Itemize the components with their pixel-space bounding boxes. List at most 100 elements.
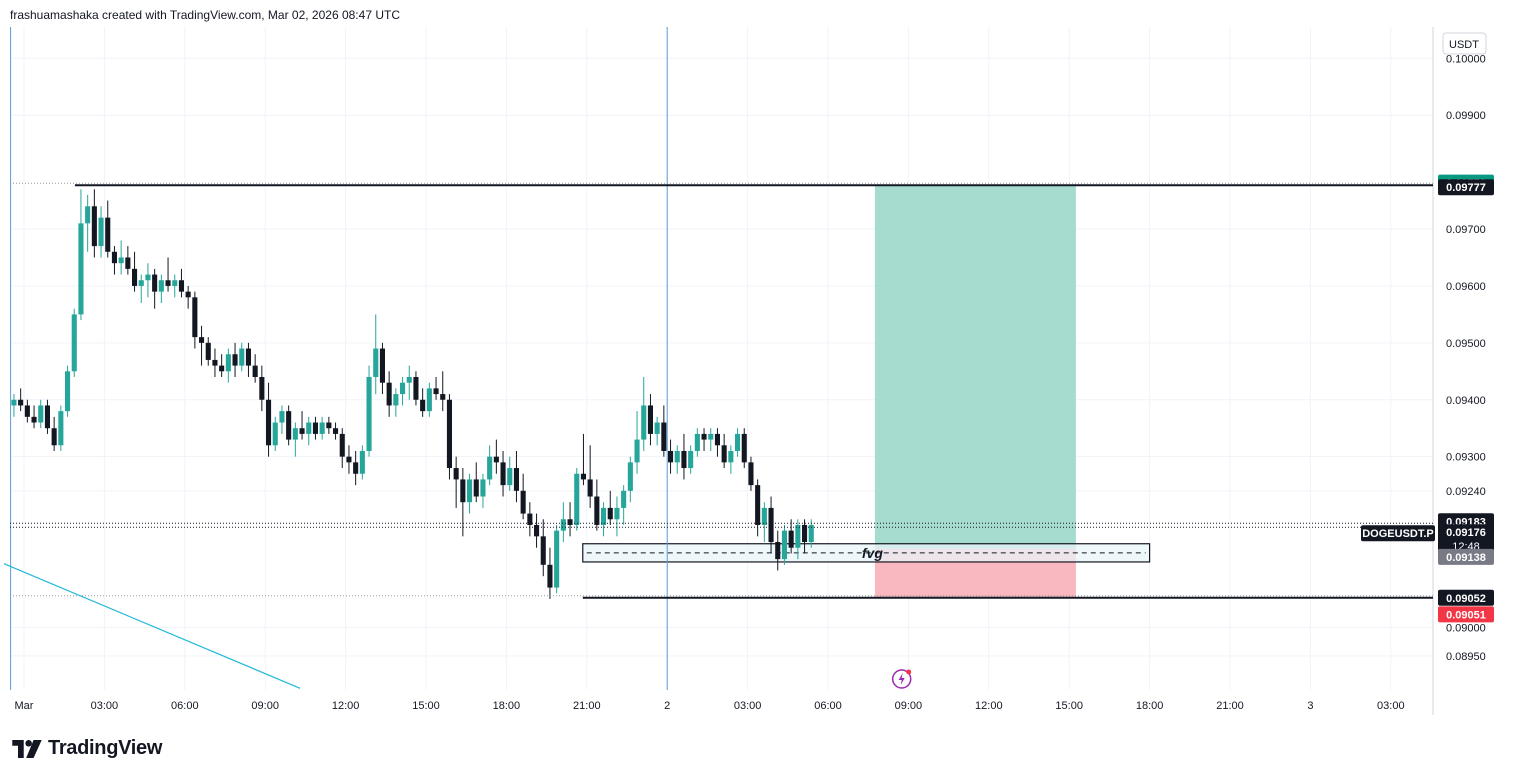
x-tick-label: Mar: [15, 700, 34, 712]
candle-body: [614, 507, 620, 520]
trendline: [3, 563, 301, 689]
candle-body: [607, 507, 613, 520]
candle-body: [366, 376, 372, 451]
candle-body: [547, 564, 553, 588]
y-tick-label: 0.09240: [1446, 486, 1486, 498]
candle-body: [138, 280, 144, 286]
candle-body: [319, 422, 325, 434]
price-chart[interactable]: fvg Mar 03:00 06:00 09:00 12:00 15:00 18:00 21:…: [0, 0, 1515, 730]
candle-body: [741, 433, 747, 463]
y-tick-label: 0.09000: [1446, 622, 1486, 634]
candle-body: [199, 337, 205, 343]
candle-body: [480, 479, 486, 497]
candle-body: [775, 542, 781, 560]
entry-badge-text: 0.09138: [1446, 552, 1486, 564]
candle-body: [225, 354, 231, 372]
candle-body: [453, 468, 459, 480]
x-tick-label: 03:00: [734, 700, 762, 712]
tradingview-logo[interactable]: TradingView: [12, 737, 162, 760]
candle-body: [333, 428, 339, 434]
candle-body: [18, 399, 24, 406]
candle-body: [420, 399, 426, 412]
candle-body: [560, 519, 566, 531]
y-tick-label: 0.10000: [1446, 53, 1486, 65]
candle-body: [688, 450, 694, 469]
range-high-badge-text: 0.09777: [1446, 182, 1486, 194]
candle-body: [460, 479, 466, 503]
candle-body: [339, 433, 345, 457]
candle-body: [467, 479, 473, 503]
trade-zones: fvg: [582, 184, 1151, 599]
candle-body: [85, 206, 91, 224]
candle-body: [145, 274, 151, 281]
x-tick-label: 12:00: [975, 700, 1003, 712]
chart-caption: frashuamashaka created with TradingView.…: [10, 8, 400, 22]
candle-body: [701, 433, 707, 440]
candle-body: [165, 280, 171, 286]
candle-body: [172, 280, 178, 286]
currency-button: [1442, 32, 1487, 55]
price-badges: 0.097780.097770.091830.0917612:48DOGEUSD…: [1361, 174, 1494, 623]
candle-body: [601, 507, 607, 525]
candle-body: [507, 468, 513, 486]
y-tick-label: 0.08950: [1446, 651, 1486, 663]
entry-badge: [1438, 548, 1494, 565]
candle-body: [714, 433, 720, 446]
alert-dot: [906, 669, 912, 675]
y-tick-label: 0.09700: [1446, 224, 1486, 236]
candle-body: [527, 513, 533, 525]
candle-body: [761, 507, 767, 525]
candle-body: [326, 422, 332, 429]
x-tick-label: 03:00: [91, 700, 119, 712]
x-tick-label: 18:00: [1136, 700, 1164, 712]
candle-body: [91, 206, 97, 247]
candle-body: [393, 394, 399, 406]
candle-body: [118, 257, 124, 264]
candle-body: [621, 490, 627, 508]
candle-body: [299, 428, 305, 434]
candle-body: [232, 354, 238, 366]
stop-badge: [1438, 606, 1494, 623]
candle-body: [540, 536, 546, 565]
x-tick-label: 12:00: [332, 700, 360, 712]
candle-body: [212, 359, 218, 366]
x-tick-label: 15:00: [412, 700, 440, 712]
candle-body: [105, 217, 111, 252]
range-low-badge-text: 0.09052: [1446, 593, 1486, 605]
candle-body: [158, 280, 164, 292]
range-high-badge: [1438, 179, 1494, 196]
candle-body: [735, 433, 741, 451]
candle-body: [654, 422, 660, 434]
candle-body: [71, 314, 77, 372]
candle-body: [400, 382, 406, 395]
candle-body: [681, 450, 687, 469]
candle-body: [755, 485, 761, 525]
candle-body: [534, 524, 540, 537]
candle-body: [728, 450, 734, 463]
candle-body: [359, 450, 365, 474]
candle-body: [574, 473, 580, 525]
candle-body: [413, 376, 419, 400]
x-tick-label: 3: [1307, 700, 1313, 712]
candle-body: [292, 428, 298, 440]
candle-body: [627, 462, 633, 491]
candle-body: [373, 348, 379, 377]
candle-body: [192, 297, 198, 338]
candle-body: [185, 291, 191, 298]
candle-body: [440, 394, 446, 400]
candle-body: [674, 450, 680, 463]
x-tick-label: 06:00: [171, 700, 199, 712]
candle-body: [594, 496, 600, 525]
candle-body: [708, 433, 714, 440]
candle-body: [24, 405, 30, 417]
candle-body: [245, 348, 251, 366]
price-axis[interactable]: USDT 0.10000 0.09900 0.09700 0.09600 0.09500 0…: [1442, 32, 1487, 663]
candle-body: [768, 507, 774, 543]
tradingview-logo-icon: [12, 739, 42, 758]
x-tick-label: 09:00: [251, 700, 279, 712]
candle-body: [44, 405, 50, 429]
candle-body: [78, 223, 84, 315]
candle-body: [473, 479, 479, 497]
x-tick-label: 21:00: [1216, 700, 1244, 712]
candle-body: [721, 445, 727, 463]
